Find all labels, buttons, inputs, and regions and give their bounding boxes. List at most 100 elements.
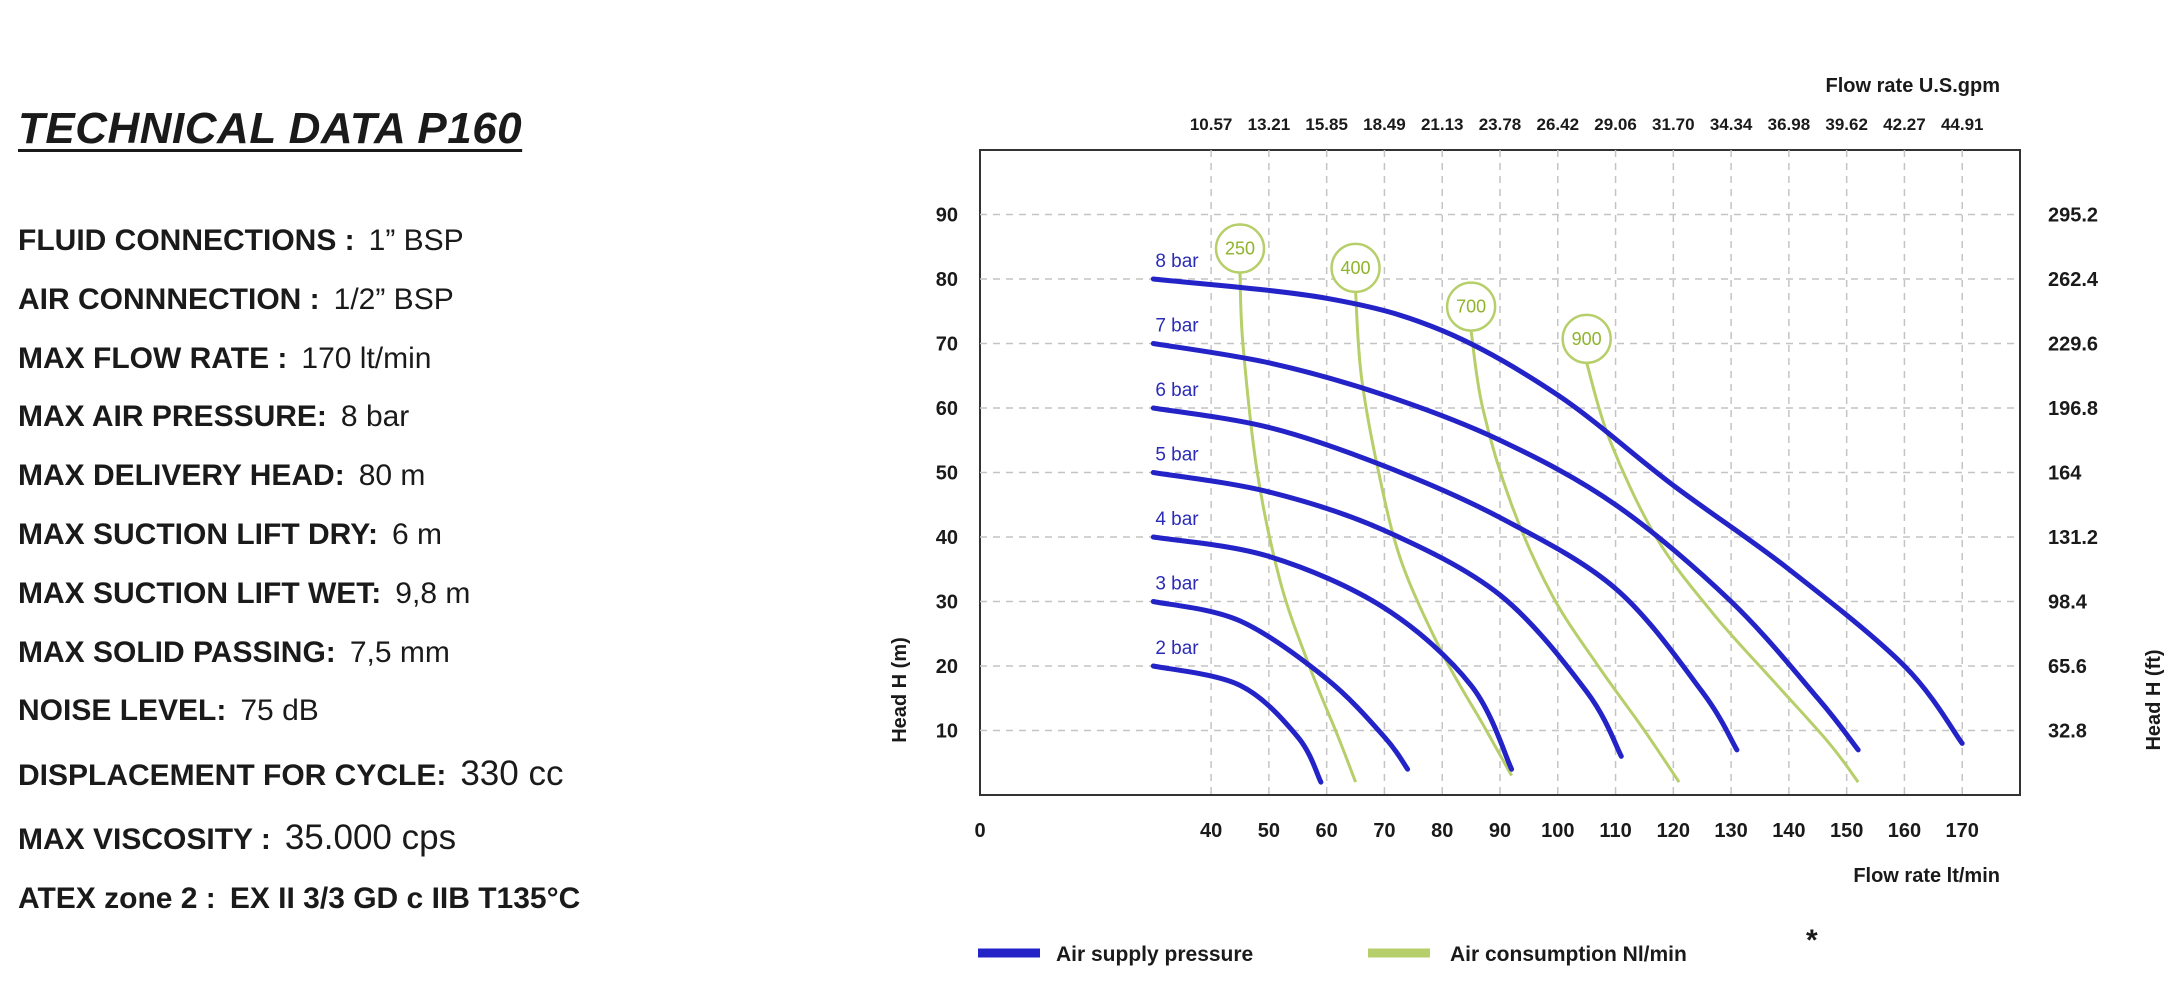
spec-label: MAX DELIVERY HEAD: [18,459,345,492]
x2-tick-label: 15.85 [1305,115,1348,134]
x-tick-label: 170 [1946,820,1979,842]
spec-value: 330 cc [460,754,564,793]
air-consumption-curves: 250 400 700 900 [1214,223,1860,783]
spec-label: MAX VISCOSITY : [18,823,271,856]
y2-tick-label: 131.2 [2048,527,2098,549]
spec-value: 170 lt/min [301,342,432,375]
spec-value: 1” BSP [368,224,464,257]
spec-max-viscosity: MAX VISCOSITY : 35.000 cps [18,818,456,858]
y-tick-label: 90 [936,205,958,227]
x2-tick-label: 21.13 [1421,115,1464,134]
spec-label: FLUID CONNECTIONS : [18,224,355,257]
spec-displacement: DISPLACEMENT FOR CYCLE: 330 cc [18,754,563,794]
spec-value: 75 dB [240,694,319,727]
y2-tick-label: 164 [2048,463,2082,485]
spec-label: MAX AIR PRESSURE: [18,400,327,433]
y-tick-label: 80 [936,269,958,291]
x2-tick-label: 13.21 [1248,115,1291,134]
y2-axis-label: Head H (ft) [2143,649,2165,750]
x2-tick-label: 36.98 [1768,115,1811,134]
spec-value: 6 m [391,518,442,551]
spec-atex-zone: ATEX zone 2 : EX II 3/3 GD c IIB T135°C [18,882,580,916]
pressure-curve-5-bar [1150,470,1624,759]
spec-label: MAX SOLID PASSING: [18,636,336,669]
spec-fluid-connections: FLUID CONNECTIONS : 1” BSP [18,224,464,258]
spec-max-suction-lift-dry: MAX SUCTION LIFT DRY: 6 m [18,518,442,552]
legend-label-air-supply: Air supply pressure [1056,943,1253,966]
x2-tick-label: 42.27 [1883,115,1926,134]
y-tick-label: 10 [936,721,958,743]
x2-tick-label: 18.49 [1363,115,1406,134]
x-tick-label: 40 [1200,820,1222,842]
pressure-curve-8-bar [1150,276,1965,746]
air-consumption-curve-900 [1585,362,1860,783]
air-consumption-label-700: 700 [1456,297,1486,317]
spec-value: 35.000 cps [284,818,457,857]
pressure-label-8-bar: 8 bar [1155,251,1199,272]
x2-tick-label: 29.06 [1594,115,1637,134]
air-consumption-curve-700 [1469,330,1681,783]
x-tick-label: 100 [1541,820,1574,842]
x2-tick-label: 44.91 [1941,115,1984,134]
y2-tick-label: 32.8 [2048,721,2087,743]
air-consumption-marker-250 [1214,223,1266,274]
x-tick-label: 140 [1772,820,1805,842]
x-tick-label: 60 [1316,820,1338,842]
pressure-label-2-bar: 2 bar [1155,638,1199,659]
x-tick-label: 70 [1373,820,1395,842]
air-consumption-label-900: 900 [1572,329,1602,349]
y-axis-label: Head H (m) [889,637,911,743]
spec-label: MAX SUCTION LIFT DRY: [18,518,378,551]
pressure-curve-7-bar [1150,341,1861,753]
x-tick-label: 90 [1489,820,1511,842]
spec-value: 1/2” BSP [333,283,454,316]
y-tick-label: 20 [936,656,958,678]
spec-label: MAX FLOW RATE : [18,342,288,375]
legend-label-air-consumption: Air consumption Nl/min [1450,943,1687,966]
spec-value: 9,8 m [395,577,471,610]
pressure-label-3-bar: 3 bar [1155,574,1199,595]
air-consumption-label-250: 250 [1225,239,1255,259]
pressure-label-7-bar: 7 bar [1155,316,1199,337]
pressure-label-5-bar: 5 bar [1155,445,1199,466]
spec-air-connection: AIR CONNNECTION : 1/2” BSP [18,283,454,317]
x-axis-label: Flow rate lt/min [1853,865,2000,887]
x-tick-label: 160 [1888,820,1921,842]
x2-tick-label: 34.34 [1710,115,1753,134]
x-tick-label: 130 [1714,820,1747,842]
x2-axis-label: Flow rate U.S.gpm [1826,75,2000,97]
spec-value: EX II 3/3 GD c IIB T135°C [229,882,581,915]
x2-tick-label: 31.70 [1652,115,1695,134]
pressure-curve-4-bar [1150,534,1515,772]
spec-label: NOISE LEVEL: [18,694,227,727]
x2-tick-label: 23.78 [1479,115,1522,134]
air-consumption-curve-250 [1238,272,1357,783]
spec-value: 8 bar [340,400,410,433]
pressure-curve-6-bar [1150,405,1740,753]
x-tick-label: 120 [1657,820,1690,842]
x-tick-label: 80 [1431,820,1453,842]
y-tick-label: 70 [936,334,958,356]
x-tick-label: 150 [1830,820,1863,842]
y2-tick-label: 262.4 [2048,269,2099,291]
y-tick-label: 60 [936,398,958,420]
spec-label: MAX SUCTION LIFT WET: [18,577,382,610]
x2-tick-label: 39.62 [1825,115,1868,134]
pressure-curve-3-bar [1150,599,1411,772]
air-consumption-marker-400 [1330,242,1381,294]
spec-title: TECHNICAL DATA P160 [18,104,523,153]
x-tick-label: 0 [974,820,985,842]
spec-max-air-pressure: MAX AIR PRESSURE: 8 bar [18,400,409,434]
air-consumption-curve-400 [1354,291,1513,777]
air-pressure-curves: 8 bar 7 bar 6 bar 5 bar 4 bar 3 bar 2 bar [1150,251,1965,785]
y-tick-label: 40 [936,527,958,549]
spec-value: 7,5 mm [349,636,450,669]
air-consumption-marker-700 [1445,281,1497,332]
y-tick-label: 50 [936,463,958,485]
legend-asterisk: * [1806,924,1818,957]
air-consumption-label-400: 400 [1341,258,1371,278]
pressure-label-4-bar: 4 bar [1155,509,1199,530]
x-tick-label: 50 [1258,820,1280,842]
spec-noise-level: NOISE LEVEL: 75 dB [18,694,319,728]
spec-max-suction-lift-wet: MAX SUCTION LIFT WET: 9,8 m [18,577,470,611]
